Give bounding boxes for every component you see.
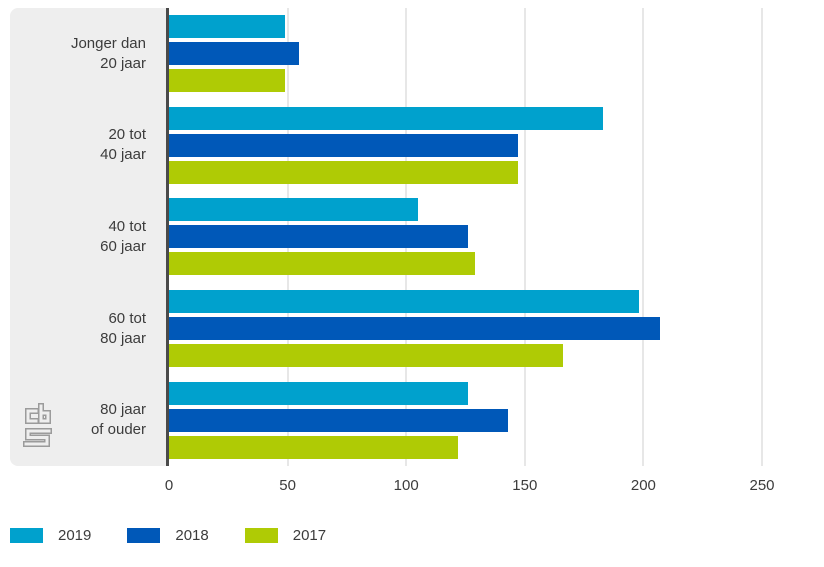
bar-2017 [169, 435, 459, 459]
cbs-logo [23, 403, 52, 447]
x-tick-label: 50 [279, 477, 296, 494]
x-tick-label: 0 [164, 477, 174, 494]
bar-group [169, 191, 762, 283]
category-label: 60 tot 80 jaar [10, 283, 166, 375]
bar-2018 [169, 133, 518, 157]
legend-swatch [10, 528, 43, 543]
x-tick-label: 250 [749, 477, 775, 494]
category-label-line2: of ouder [90, 421, 146, 439]
category-label-line2: 40 jaar [100, 146, 146, 164]
bar-2018 [169, 408, 509, 432]
gridline [642, 8, 645, 466]
legend-item-2019: 2019 [10, 527, 91, 544]
legend-label: 2019 [58, 527, 92, 544]
category-label-line2: 80 jaar [100, 329, 146, 347]
category-label: 40 tot 60 jaar [10, 191, 166, 283]
legend-item-2017: 2017 [244, 527, 327, 544]
bar-group [169, 8, 762, 100]
legend-swatch [244, 528, 278, 543]
category-label-line1: Jonger dan [70, 34, 146, 52]
bar-2018 [169, 42, 300, 66]
bar-2019 [169, 198, 419, 222]
category-label-line1: 40 tot [108, 217, 146, 235]
bar-2018 [169, 225, 468, 249]
gridline [761, 8, 763, 466]
bar-2017 [169, 69, 286, 93]
legend-label: 2017 [292, 527, 327, 544]
gridline [523, 8, 526, 466]
plot-area [169, 8, 763, 466]
category-label-line1: 60 tot [108, 309, 146, 327]
category-label-line1: 20 tot [108, 126, 146, 144]
bar-2018 [169, 317, 660, 341]
category-label: 80 jaar of ouder [10, 374, 166, 466]
x-tick-label: 150 [512, 477, 538, 494]
bar-group [169, 283, 762, 375]
legend-item-2018: 2018 [127, 527, 209, 544]
bar-2019 [169, 381, 468, 405]
category-panel: Jonger dan 20 jaar 20 tot 40 jaar 40 tot 60 j… [10, 8, 166, 466]
bar-group [169, 100, 762, 192]
x-tick-label: 200 [630, 477, 656, 494]
y-axis-line [166, 8, 169, 466]
category-label-line2: 20 jaar [100, 54, 146, 72]
category-label: 20 tot 40 jaar [10, 100, 166, 192]
legend-label: 2018 [175, 527, 209, 544]
bar-2017 [169, 344, 563, 368]
x-axis: 0 50 100 150 200 250 [165, 477, 775, 497]
category-labels: Jonger dan 20 jaar 20 tot 40 jaar 40 tot 60 j… [10, 8, 166, 466]
bar-2017 [169, 160, 518, 184]
legend-swatch [127, 528, 161, 543]
category-label-line1: 80 jaar [100, 401, 146, 419]
bar-group [169, 374, 762, 466]
x-tick-label: 100 [393, 477, 419, 494]
legend: 2019 2018 2017 [10, 527, 326, 544]
bar-2019 [169, 106, 604, 130]
bar-2019 [169, 290, 639, 314]
category-label-line2: 60 jaar [100, 237, 146, 255]
bar-2017 [169, 252, 475, 276]
bar-2019 [169, 15, 286, 39]
category-label: Jonger dan 20 jaar [10, 8, 166, 100]
